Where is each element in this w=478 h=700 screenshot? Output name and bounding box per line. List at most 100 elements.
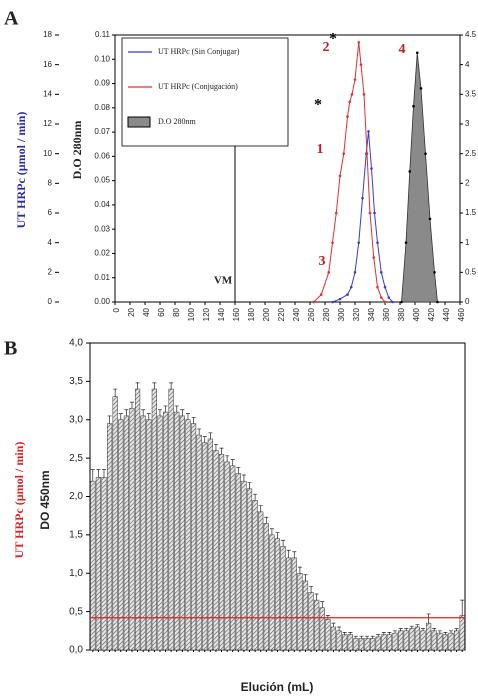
error-bar <box>421 628 426 631</box>
x-tick-label: 200 <box>262 307 271 321</box>
annotation: * <box>314 97 322 114</box>
bar <box>297 573 303 651</box>
point <box>370 167 373 170</box>
x-axis-title: Elución (mL) <box>241 680 314 694</box>
annotation: 3 <box>319 254 326 269</box>
line <box>313 42 386 303</box>
error-bar <box>275 532 280 539</box>
y-tick-label: 1,0 <box>69 568 83 579</box>
y-tick-label: 8 <box>48 178 53 187</box>
error-bar <box>124 409 129 416</box>
point <box>353 78 357 81</box>
y-tick-label: 3,5 <box>69 376 83 387</box>
y2-tick-label: 2.5 <box>465 149 477 158</box>
bar <box>179 415 185 651</box>
bar <box>269 534 275 651</box>
error-bar <box>258 505 263 512</box>
bar <box>106 423 113 651</box>
point <box>348 100 352 104</box>
y3-tick-label: 0.06 <box>94 151 110 160</box>
point <box>419 87 423 90</box>
bar <box>151 388 157 651</box>
error-bar <box>415 624 420 627</box>
bar <box>336 630 342 651</box>
bar <box>112 396 118 651</box>
y3-tick-label: 0.07 <box>94 127 110 136</box>
error-bar <box>169 382 174 390</box>
error-bar <box>241 474 246 482</box>
y3-tick-label: 0.04 <box>94 200 110 209</box>
bar <box>213 450 219 651</box>
legend-box <box>121 37 289 147</box>
plot-frame <box>114 34 461 303</box>
annotation: * <box>329 31 337 48</box>
error-bar <box>152 382 157 390</box>
y3-tick-label: 0.10 <box>94 54 110 63</box>
legend-label: D.O 280nm <box>158 117 197 126</box>
error-bar <box>163 405 168 413</box>
x-tick-label: 400 <box>412 307 421 321</box>
point <box>376 241 379 244</box>
y2-tick-label: 4 <box>465 60 470 69</box>
bar <box>454 630 460 651</box>
point <box>357 241 361 244</box>
bar <box>224 461 230 651</box>
error-bar <box>253 493 258 501</box>
point <box>433 271 436 274</box>
error-bar <box>387 631 392 635</box>
y-axis-title: UT HRPc (µmol / min) <box>12 442 26 559</box>
bar <box>414 626 421 651</box>
bar <box>246 488 253 651</box>
y-tick-label: 2 <box>48 267 53 276</box>
bar <box>202 442 208 651</box>
line <box>332 131 393 303</box>
y2-tick-label: 1 <box>465 238 470 247</box>
y3-tick-label: 0.05 <box>94 176 110 185</box>
x-tick-label: 240 <box>292 307 301 321</box>
point <box>372 256 376 259</box>
y3-tick-label: 0.09 <box>94 79 110 88</box>
error-bar <box>359 635 364 639</box>
bar <box>118 419 124 651</box>
x-tick-label: 360 <box>382 307 391 321</box>
y2-tick-label: 3.5 <box>465 89 477 98</box>
point <box>327 271 331 274</box>
bar <box>426 622 432 651</box>
error-bar <box>381 631 386 635</box>
y2-axis-title: DO 450nm <box>38 470 52 529</box>
y-tick-label: 0,0 <box>69 645 83 656</box>
error-bar <box>348 631 353 635</box>
y-tick-label: 12 <box>43 119 52 128</box>
point <box>319 293 323 296</box>
y2-tick-label: 0 <box>465 297 470 306</box>
point <box>408 170 412 173</box>
y-tick-label: 6 <box>48 208 53 217</box>
point <box>412 104 415 108</box>
bar <box>280 546 286 651</box>
bar <box>302 580 309 651</box>
bar <box>448 632 454 651</box>
bar <box>174 411 180 651</box>
error-bar <box>342 631 347 635</box>
bar <box>235 473 241 651</box>
vm-label: VM <box>214 275 233 287</box>
bar <box>286 557 292 651</box>
y3-tick-label: 0.08 <box>94 103 110 112</box>
bar <box>291 557 297 651</box>
point <box>436 300 439 304</box>
y-tick-label: 18 <box>43 30 52 39</box>
x-tick-label: 120 <box>202 307 211 321</box>
bar <box>252 500 258 651</box>
error-bar <box>432 628 437 631</box>
error-bar <box>146 413 151 420</box>
point <box>383 285 387 289</box>
point <box>368 211 372 215</box>
bar <box>353 638 359 651</box>
x-tick-label: 420 <box>427 307 436 321</box>
bar <box>162 411 169 651</box>
error-bar <box>157 409 162 416</box>
point <box>391 300 394 304</box>
point <box>400 300 403 304</box>
point <box>383 300 387 304</box>
